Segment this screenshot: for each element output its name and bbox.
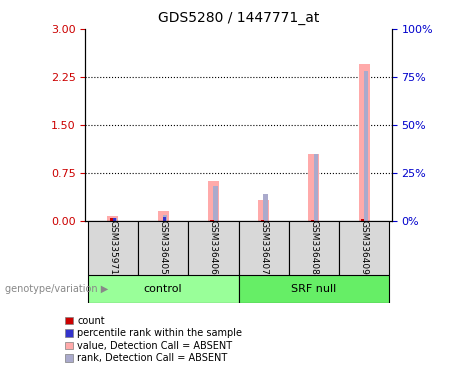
Bar bbox=[158, 211, 169, 221]
Bar bbox=[359, 64, 370, 221]
Bar bbox=[258, 200, 269, 221]
Bar bbox=[107, 216, 118, 221]
Bar bbox=[311, 220, 314, 221]
Bar bbox=[113, 218, 116, 221]
Bar bbox=[112, 218, 117, 221]
Text: GSM336409: GSM336409 bbox=[360, 220, 369, 275]
Bar bbox=[308, 154, 319, 221]
Text: GSM336407: GSM336407 bbox=[259, 220, 268, 275]
Text: GSM335971: GSM335971 bbox=[108, 220, 118, 275]
FancyBboxPatch shape bbox=[239, 221, 289, 275]
Text: SRF null: SRF null bbox=[291, 284, 337, 294]
Bar bbox=[213, 186, 218, 221]
Text: GSM336408: GSM336408 bbox=[309, 220, 319, 275]
FancyBboxPatch shape bbox=[289, 221, 339, 275]
Bar bbox=[313, 154, 318, 221]
Bar bbox=[208, 181, 219, 221]
FancyBboxPatch shape bbox=[88, 275, 239, 303]
Bar bbox=[263, 194, 268, 221]
Bar bbox=[210, 220, 213, 221]
Title: GDS5280 / 1447771_at: GDS5280 / 1447771_at bbox=[158, 11, 319, 25]
Bar bbox=[163, 215, 167, 221]
Text: control: control bbox=[144, 284, 183, 294]
Text: GSM336405: GSM336405 bbox=[159, 220, 168, 275]
FancyBboxPatch shape bbox=[138, 221, 188, 275]
Bar bbox=[163, 217, 166, 221]
Bar bbox=[260, 220, 264, 221]
FancyBboxPatch shape bbox=[339, 221, 390, 275]
Legend: count, percentile rank within the sample, value, Detection Call = ABSENT, rank, : count, percentile rank within the sample… bbox=[65, 316, 242, 363]
Bar bbox=[361, 219, 364, 221]
Text: GSM336406: GSM336406 bbox=[209, 220, 218, 275]
FancyBboxPatch shape bbox=[88, 221, 138, 275]
FancyBboxPatch shape bbox=[188, 221, 239, 275]
Text: genotype/variation ▶: genotype/variation ▶ bbox=[5, 284, 108, 294]
FancyBboxPatch shape bbox=[239, 275, 390, 303]
Bar bbox=[364, 71, 368, 221]
Bar bbox=[110, 218, 113, 221]
